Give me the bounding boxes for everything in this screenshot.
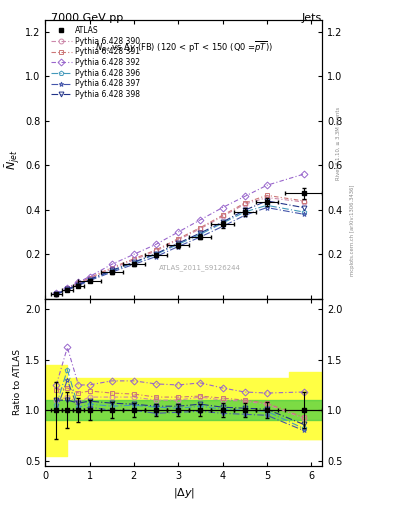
Y-axis label: $\bar{N}_{jet}$: $\bar{N}_{jet}$ — [4, 150, 22, 170]
Text: Jets: Jets — [302, 13, 322, 23]
Text: Rivet 3.1.10, ≥ 3.3M events: Rivet 3.1.10, ≥ 3.3M events — [336, 106, 341, 180]
Legend: ATLAS, Pythia 6.428 390, Pythia 6.428 391, Pythia 6.428 392, Pythia 6.428 396, P: ATLAS, Pythia 6.428 390, Pythia 6.428 39… — [49, 24, 141, 100]
Text: ATLAS_2011_S9126244: ATLAS_2011_S9126244 — [160, 264, 241, 271]
Text: mcplots.cern.ch [arXiv:1306.3436]: mcplots.cern.ch [arXiv:1306.3436] — [350, 185, 355, 276]
Text: $N_{jet}$ vs $\Delta y$ (FB) (120 < pT < 150 (Q0 =$\overline{pT}$)): $N_{jet}$ vs $\Delta y$ (FB) (120 < pT <… — [95, 40, 273, 55]
Y-axis label: Ratio to ATLAS: Ratio to ATLAS — [13, 349, 22, 415]
Text: 7000 GeV pp: 7000 GeV pp — [51, 13, 123, 23]
X-axis label: $|\Delta y|$: $|\Delta y|$ — [173, 486, 195, 500]
